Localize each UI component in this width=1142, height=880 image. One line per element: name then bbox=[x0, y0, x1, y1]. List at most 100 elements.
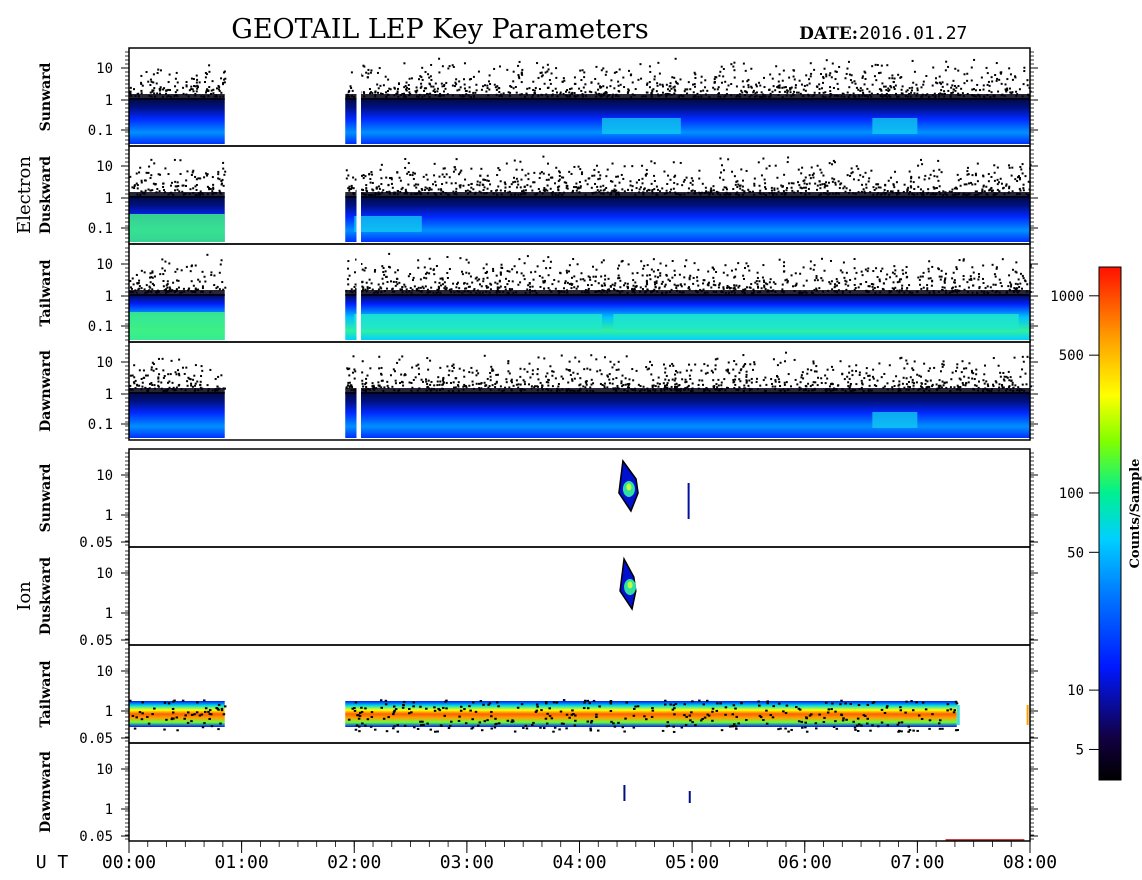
electron-speck bbox=[938, 275, 941, 278]
electron-speck bbox=[542, 189, 545, 192]
electron-flux-patch bbox=[129, 214, 225, 242]
electron-speck bbox=[753, 182, 756, 185]
electron-speck bbox=[916, 89, 919, 92]
electron-speck bbox=[699, 288, 702, 291]
electron-speck bbox=[546, 372, 549, 375]
electron-speck bbox=[774, 380, 777, 383]
electron-speck bbox=[966, 72, 969, 75]
electron-speck bbox=[487, 80, 490, 83]
electron-speck bbox=[717, 286, 720, 289]
electron-speck bbox=[541, 74, 544, 77]
electron-speck bbox=[521, 190, 524, 193]
electron-speck bbox=[678, 273, 681, 276]
electron-speck bbox=[605, 186, 608, 189]
electron-speck bbox=[748, 269, 751, 272]
electron-speck bbox=[531, 373, 534, 376]
electron-speck bbox=[404, 285, 407, 288]
electron-speck bbox=[716, 386, 719, 389]
electron-speck bbox=[733, 175, 736, 178]
electron-speck bbox=[598, 85, 601, 88]
electron-speck bbox=[653, 78, 656, 81]
electron-speck bbox=[647, 367, 650, 370]
electron-speck bbox=[943, 281, 946, 284]
electron-speck bbox=[965, 382, 968, 385]
electron-speck bbox=[861, 382, 864, 385]
electron-speck bbox=[907, 385, 910, 388]
ion-speck bbox=[393, 709, 396, 712]
electron-speck bbox=[713, 88, 716, 91]
electron-speck bbox=[138, 384, 141, 387]
electron-speck bbox=[150, 80, 153, 83]
electron-speck bbox=[636, 271, 639, 274]
electron-speck bbox=[480, 167, 483, 170]
electron-speck bbox=[390, 176, 393, 179]
electron-speck bbox=[998, 386, 1001, 389]
electron-speck bbox=[567, 381, 570, 384]
electron-speck bbox=[736, 186, 739, 189]
electron-speck bbox=[811, 173, 814, 176]
electron-speck bbox=[451, 64, 454, 67]
electron-speck bbox=[500, 266, 503, 269]
electron-speck bbox=[1003, 379, 1006, 382]
electron-speck bbox=[596, 185, 599, 188]
electron-speck bbox=[955, 187, 958, 190]
electron-speck bbox=[621, 188, 624, 191]
electron-speck bbox=[402, 384, 405, 387]
electron-speck bbox=[689, 274, 692, 277]
electron-speck bbox=[651, 90, 654, 93]
electron-speck bbox=[833, 178, 836, 181]
electron-speck bbox=[884, 85, 887, 88]
electron-speck bbox=[953, 279, 956, 282]
electron-speck bbox=[388, 190, 391, 193]
electron-speck bbox=[538, 176, 541, 179]
electron-speck bbox=[158, 87, 161, 90]
electron-speck bbox=[220, 183, 223, 186]
ion-speck bbox=[530, 723, 534, 726]
electron-speck bbox=[540, 171, 543, 174]
electron-speck bbox=[396, 87, 399, 90]
electron-speck bbox=[485, 90, 488, 93]
electron-speck bbox=[822, 174, 825, 177]
electron-speck bbox=[426, 288, 429, 291]
electron-speck bbox=[1016, 283, 1019, 286]
electron-speck bbox=[842, 92, 845, 95]
electron-speck bbox=[634, 88, 637, 91]
electron-speck bbox=[520, 272, 523, 275]
electron-speck bbox=[696, 276, 699, 279]
ion-speck bbox=[129, 699, 132, 702]
electron-speck bbox=[785, 381, 788, 384]
electron-speck bbox=[820, 377, 823, 380]
electron-speck bbox=[632, 279, 635, 282]
electron-speck bbox=[445, 288, 448, 291]
electron-speck bbox=[162, 88, 165, 91]
electron-speck bbox=[851, 374, 854, 377]
electron-speck bbox=[661, 83, 664, 86]
electron-speck bbox=[508, 372, 511, 375]
electron-speck bbox=[462, 184, 465, 187]
ion-speck bbox=[777, 728, 780, 731]
electron-speck bbox=[380, 287, 383, 290]
electron-speck bbox=[647, 188, 650, 191]
electron-speck bbox=[675, 385, 678, 388]
electron-speck bbox=[455, 286, 458, 289]
electron-speck bbox=[984, 286, 987, 289]
electron-speck bbox=[147, 188, 150, 191]
electron-speck bbox=[679, 371, 682, 374]
electron-speck bbox=[1006, 376, 1009, 379]
electron-speck bbox=[602, 67, 605, 70]
electron-speck bbox=[671, 378, 674, 381]
ion-speck bbox=[632, 726, 636, 729]
electron-speck bbox=[609, 180, 612, 183]
electron-speck bbox=[439, 92, 442, 95]
electron-speck bbox=[365, 187, 368, 190]
electron-speck bbox=[384, 75, 387, 78]
y-tick-label: 1 bbox=[105, 289, 113, 305]
electron-speck bbox=[432, 89, 435, 92]
electron-flux-band bbox=[345, 392, 1030, 438]
electron-speck bbox=[684, 88, 687, 91]
electron-speck bbox=[422, 287, 425, 290]
ion-speck bbox=[702, 703, 705, 706]
electron-speck bbox=[197, 278, 200, 281]
electron-speck bbox=[905, 383, 908, 386]
